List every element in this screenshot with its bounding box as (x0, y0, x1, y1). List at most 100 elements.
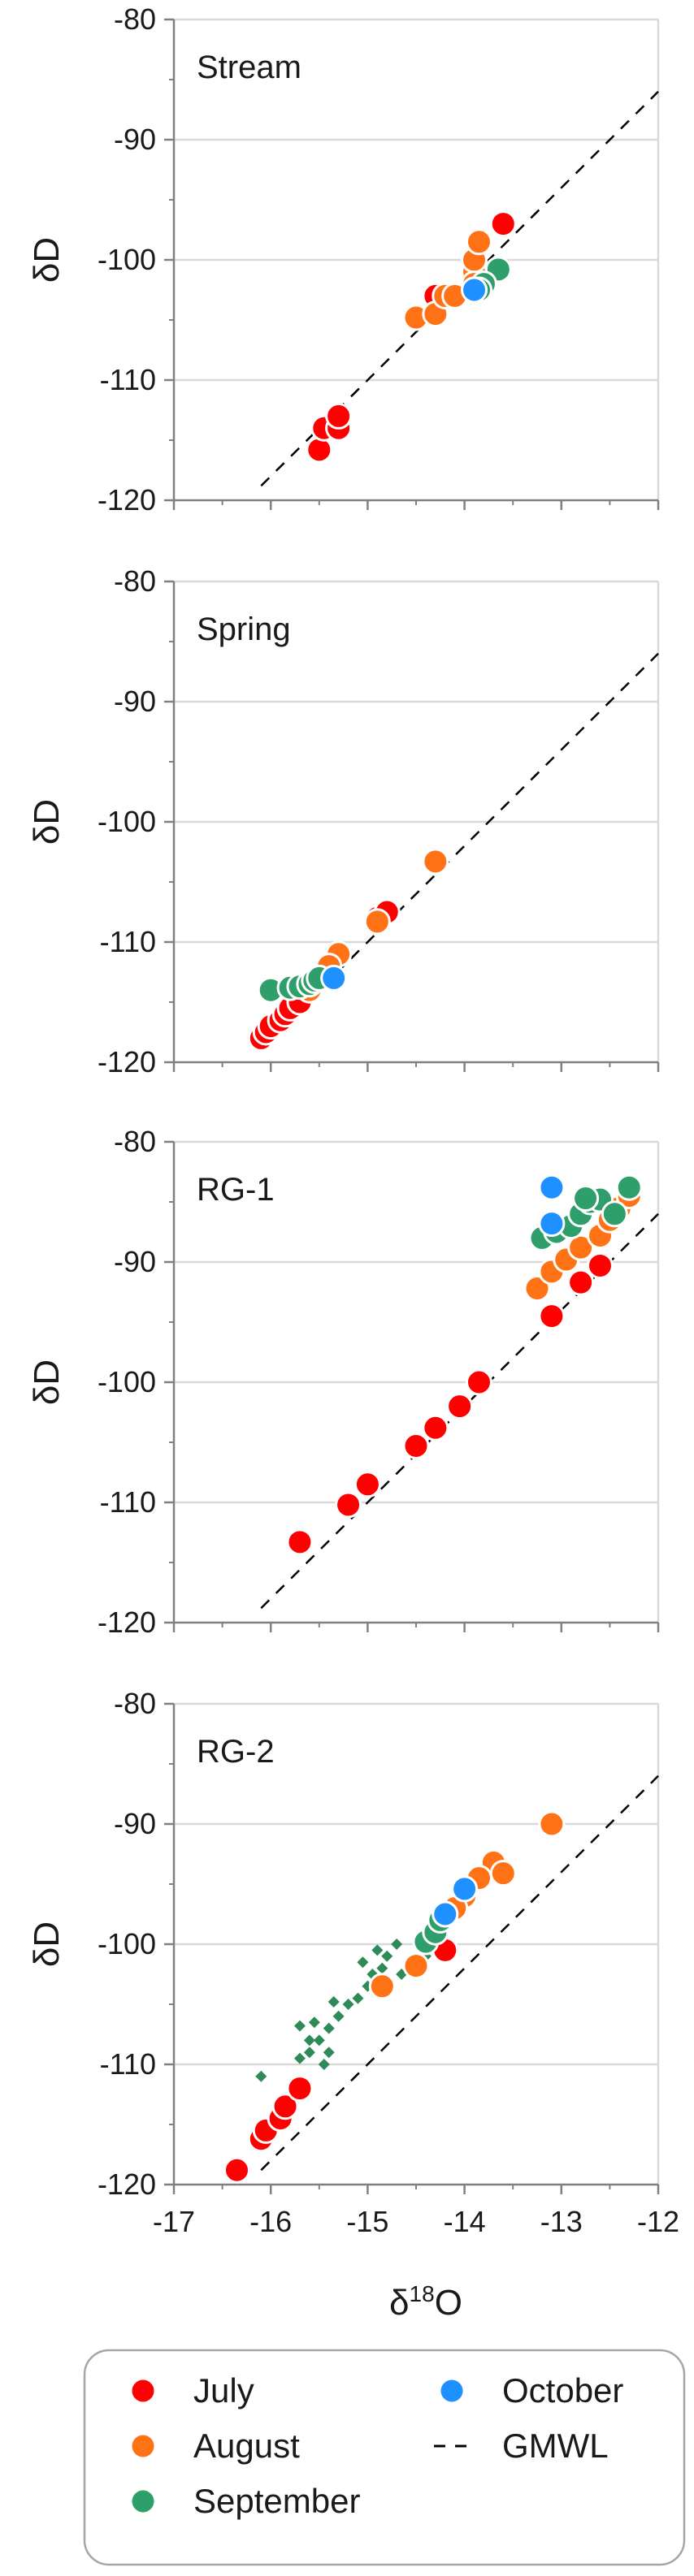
legend-marker-september (129, 2487, 157, 2515)
data-point-july (586, 1251, 614, 1279)
y-tick-label: -110 (100, 2047, 156, 2081)
data-point-august (538, 1810, 566, 1838)
y-tick-label: -90 (114, 685, 156, 718)
y-tick-label: -110 (100, 925, 156, 958)
legend-box (83, 2349, 686, 2566)
panel-title: Spring (197, 612, 291, 647)
y-axis-title: δD (27, 799, 67, 845)
legend-marker-october (438, 2377, 466, 2405)
data-point-july (286, 2075, 314, 2103)
shared-x-axis: -17 -16 -15 -14 -13 -12 δ18O (153, 2205, 679, 2323)
data-point-july (446, 1393, 474, 1420)
legend-label-october: October (502, 2371, 623, 2410)
y-tick-label: -120 (98, 2168, 156, 2201)
legend-item-august: August (129, 2427, 300, 2465)
data-point-october (451, 1875, 479, 1903)
data-point-july (567, 1269, 595, 1296)
data-point-october (538, 1173, 566, 1201)
y-tick-label: -80 (114, 2, 156, 36)
data-point-diamond (323, 2047, 335, 2059)
data-point-august (422, 848, 449, 875)
y-tick-label: -100 (98, 1365, 156, 1398)
x-axis-title-main: δ (389, 2283, 410, 2323)
data-point-october (461, 276, 488, 304)
data-point-august (363, 908, 391, 936)
x-tick-labels: -17 -16 -15 -14 -13 -12 (153, 2205, 679, 2238)
panel-spring: -120 -110 -100 -90 -80 δD Spring (27, 564, 660, 1078)
x-tick-label: -12 (637, 2205, 679, 2238)
legend-item-october: October (438, 2371, 623, 2410)
x-tick-label: -17 (153, 2205, 195, 2238)
data-point-diamond (293, 2052, 306, 2064)
x-tick-label: -16 (249, 2205, 292, 2238)
x-tick-label: -14 (444, 2205, 486, 2238)
x-tick-label: -15 (346, 2205, 388, 2238)
y-axis-title: δD (27, 237, 67, 283)
data-point-diamond (332, 2010, 345, 2022)
x-axis-title-end: O (435, 2283, 462, 2323)
panels-group: -120 -110 -100 -90 -80 δD Stream -120 -110 -100 -9… (27, 2, 660, 2201)
y-tick-label: -120 (98, 1045, 156, 1078)
data-point-july (402, 1432, 430, 1459)
data-point-september (572, 1185, 600, 1212)
x-axis-title-sup: 18 (410, 2281, 435, 2306)
data-point-july (354, 1471, 381, 1498)
data-point-july (465, 1368, 492, 1396)
legend: July October August GMWL September (83, 2349, 686, 2566)
y-axis-title: δD (27, 1921, 67, 1967)
panel-stream: -120 -110 -100 -90 -80 δD Stream (27, 2, 660, 516)
y-tick-label: -80 (114, 1125, 156, 1158)
data-point-july (325, 402, 353, 430)
y-tick-label: -100 (98, 805, 156, 838)
panel-title: RG-2 (197, 1734, 275, 1770)
data-point-august (368, 1973, 396, 2000)
gmwl-line (260, 1774, 659, 2172)
y-tick-label: -80 (114, 1687, 156, 1720)
panel-title: Stream (197, 50, 301, 85)
y-tick-label: -110 (100, 363, 156, 396)
legend-label-gmwl: GMWL (502, 2427, 609, 2465)
data-point-diamond (313, 2034, 325, 2047)
legend-label-september: September (193, 2482, 360, 2520)
y-tick-label: -110 (100, 1485, 156, 1519)
y-tick-label: -120 (98, 483, 156, 516)
data-point-diamond (342, 1999, 354, 2010)
data-point-diamond (255, 2070, 267, 2082)
legend-label-august: August (193, 2427, 300, 2465)
legend-item-september: September (129, 2482, 360, 2520)
legend-marker-july (129, 2377, 157, 2405)
panel-title: RG-1 (197, 1172, 275, 1208)
data-point-august (402, 1952, 430, 1980)
data-point-diamond (303, 2034, 315, 2047)
data-point-diamond (381, 1950, 393, 1962)
data-point-diamond (303, 2047, 315, 2059)
y-tick-label: -90 (114, 1245, 156, 1278)
data-point-diamond (371, 1944, 384, 1956)
data-point-august (523, 1275, 551, 1303)
data-point-diamond (327, 1996, 340, 2008)
y-tick-label: -100 (98, 243, 156, 276)
data-point-august (489, 1860, 517, 1887)
panel-rg-1: -120 -110 -100 -90 -80 δD RG-1 (27, 1125, 660, 1639)
data-point-july (271, 2093, 299, 2120)
data-point-october (320, 964, 348, 992)
data-point-diamond (352, 1992, 364, 2004)
data-point-july (223, 2156, 250, 2184)
data-point-july (422, 1414, 449, 1441)
data-point-october (432, 1900, 459, 1928)
data-point-september (615, 1173, 643, 1201)
data-point-october (538, 1210, 566, 1238)
panel-rg-2: -120 -110 -100 -90 -80 δD RG-2 (27, 1687, 660, 2201)
legend-label-july: July (193, 2371, 254, 2410)
legend-item-july: July (129, 2371, 254, 2410)
y-tick-label: -80 (114, 564, 156, 598)
data-point-diamond (357, 1956, 369, 1969)
data-point-july (306, 436, 333, 464)
data-point-diamond (293, 2020, 306, 2032)
data-point-diamond (376, 1962, 388, 1974)
legend-marker-august (129, 2432, 157, 2460)
x-axis-title: δ18O (389, 2281, 462, 2323)
data-point-july (538, 1303, 566, 1330)
y-axis-title: δD (27, 1359, 67, 1405)
